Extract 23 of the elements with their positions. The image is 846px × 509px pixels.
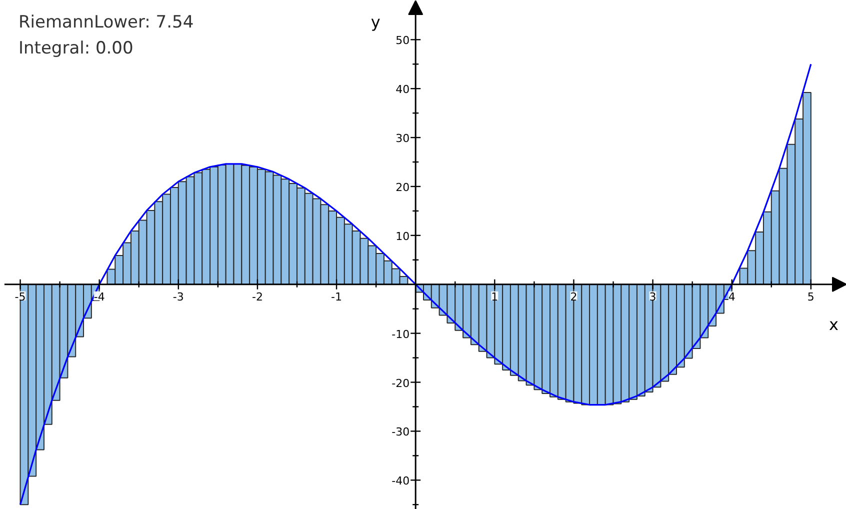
x-tick-label: 4 xyxy=(728,290,736,304)
annotation: Integral: 0.00 xyxy=(18,38,134,58)
y-tick-label: -40 xyxy=(392,474,410,488)
annotation: RiemannLower: 7.54 xyxy=(18,12,194,32)
x-tick-label: -3 xyxy=(172,290,184,304)
x-tick-label: 2 xyxy=(570,290,578,304)
x-tick-label: -5 xyxy=(14,290,26,304)
x-tick-label: -2 xyxy=(252,290,263,304)
y-tick-label: 20 xyxy=(396,180,410,194)
x-tick-label: -1 xyxy=(331,290,342,304)
y-tick-label: 50 xyxy=(396,34,410,48)
x-tick-label: 1 xyxy=(491,290,498,304)
y-tick-label: 30 xyxy=(396,132,410,146)
x-tick-label: 5 xyxy=(807,290,814,304)
y-axis-title: y xyxy=(370,12,380,32)
y-tick-label: -20 xyxy=(392,376,410,390)
x-tick-label: 3 xyxy=(649,290,656,304)
y-tick-label: -30 xyxy=(392,426,410,439)
x-axis-title: x xyxy=(829,314,838,334)
y-tick-label: 40 xyxy=(396,83,410,96)
y-tick-label: -10 xyxy=(392,328,410,341)
y-tick-label: 10 xyxy=(396,230,410,243)
x-tick-label: -4 xyxy=(94,290,105,304)
